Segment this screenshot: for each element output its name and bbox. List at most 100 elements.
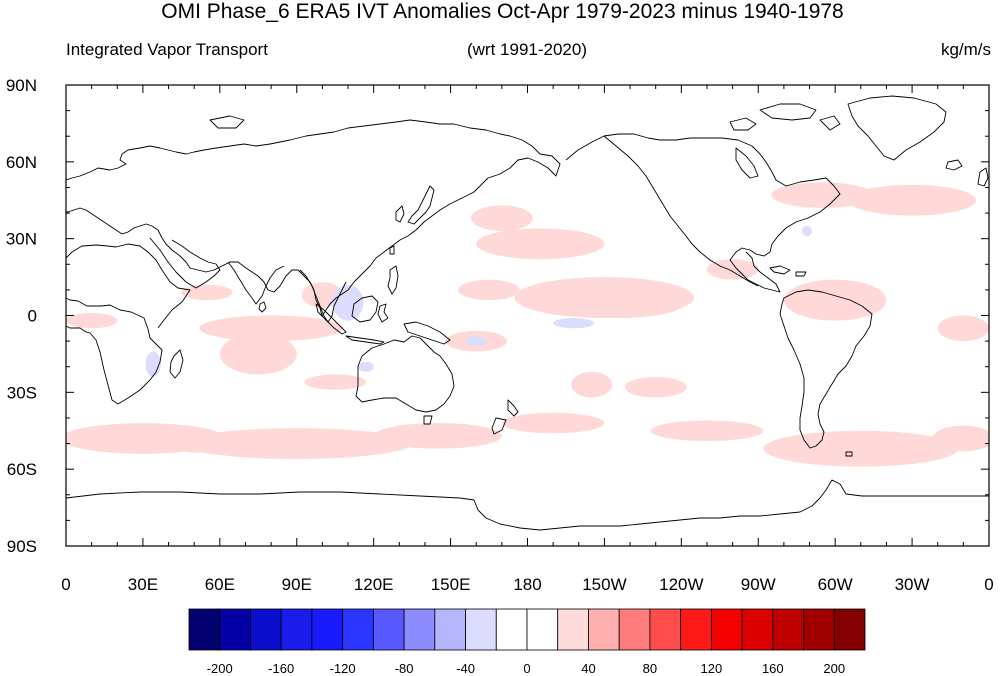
- coastline-falklands: [845, 451, 853, 457]
- colorbar-label: 120: [701, 661, 723, 676]
- colorbar-swatch: [434, 608, 466, 651]
- coastline-java: [345, 335, 385, 345]
- colorbar-swatch: [618, 608, 651, 651]
- anomaly-region: [358, 361, 374, 372]
- colorbar-swatch: [219, 608, 251, 651]
- anomaly-region: [501, 412, 605, 434]
- coastline-arabia: [149, 237, 221, 289]
- anomaly-region: [650, 420, 764, 441]
- lon-tick-label: 60W: [818, 575, 853, 594]
- coastline-northamerica: [565, 133, 841, 293]
- coastline-greenland: [847, 95, 947, 161]
- coastline-borneo: [351, 295, 379, 323]
- coastline-cuba: [769, 265, 791, 275]
- units-label: kg/m/s: [940, 40, 991, 59]
- colorbar-swatch: [188, 608, 221, 651]
- variable-name: Integrated Vapor Transport: [66, 40, 268, 59]
- colorbar-label: 40: [581, 661, 595, 676]
- lon-tick-label: 150E: [431, 575, 471, 594]
- lon-tick-label: 30E: [128, 575, 158, 594]
- anomaly-region: [553, 292, 682, 319]
- anomaly-region: [624, 376, 687, 398]
- anomaly-region: [801, 225, 813, 237]
- lat-tick-label: 30S: [7, 383, 37, 402]
- anomaly-region: [181, 428, 413, 459]
- lon-tick-label: 90E: [282, 575, 312, 594]
- coastline-antarctica: [66, 479, 989, 531]
- lat-tick-label: 30N: [6, 230, 37, 249]
- colorbar-swatch: [772, 608, 804, 651]
- colorbar-swatch: [403, 608, 436, 651]
- coastline-iceland: [945, 159, 963, 171]
- anomaly-region: [932, 425, 989, 452]
- lat-tick-label: 0: [28, 307, 37, 326]
- colorbar-swatch: [649, 608, 682, 651]
- lon-tick-label: 180: [513, 575, 541, 594]
- coastline-hispaniola: [795, 271, 807, 277]
- colorbar-label: -160: [268, 661, 294, 676]
- reference-period: (wrt 1991-2020): [466, 40, 587, 59]
- anomaly-region: [360, 443, 387, 454]
- axis-labels: 90N 60N 30N 0 30S 60S 90S 0 30E 60E 90E 120E 150E 180…: [6, 76, 994, 594]
- anomaly-region: [783, 279, 887, 321]
- colorbar-swatch: [280, 608, 313, 651]
- coastline-newguinea: [403, 321, 451, 345]
- axis-ticks: [65, 84, 990, 547]
- anomaly-region: [706, 259, 759, 280]
- coastline-madagascar: [169, 349, 184, 379]
- lat-tick-label: 90N: [6, 76, 37, 95]
- colorbar-label: 0: [523, 661, 530, 676]
- colorbar-label: -40: [456, 661, 475, 676]
- lat-tick-label: 90S: [7, 537, 37, 556]
- anomaly-region: [471, 205, 533, 231]
- anomaly-region: [314, 432, 346, 445]
- colorbar-swatch: [495, 608, 528, 651]
- coastline-sulawesi: [377, 303, 389, 323]
- colorbar-label: 160: [762, 661, 784, 676]
- coastline-korea: [395, 205, 405, 223]
- anomaly-region: [465, 335, 487, 347]
- coastline-northamerica-west: [603, 135, 759, 287]
- lon-tick-label: 120W: [659, 575, 703, 594]
- coastline-indochina: [299, 269, 347, 323]
- anomaly-region: [245, 343, 272, 365]
- coastline-india: [227, 261, 285, 305]
- colorbar-swatch: [710, 608, 743, 651]
- coastline-philippines: [387, 265, 399, 295]
- coastline-tasmania: [423, 415, 433, 425]
- coastline-australia: [355, 335, 455, 413]
- colorbar-swatch: [526, 608, 559, 651]
- coastlines: [66, 95, 989, 531]
- colorbar-swatch: [311, 608, 344, 651]
- colorbar-swatch: [557, 608, 589, 651]
- anomaly-region: [763, 430, 959, 467]
- colorbar-label: -80: [395, 661, 414, 676]
- anomaly-region: [235, 319, 282, 333]
- map-title: OMI Phase_6 ERA5 IVT Anomalies Oct-Apr 1…: [161, 0, 844, 23]
- anomaly-region: [66, 312, 118, 329]
- coastline-hudson: [735, 147, 759, 179]
- colorbar-swatch: [741, 608, 774, 651]
- coastline-newzealand: [491, 399, 519, 435]
- anomaly-region: [937, 315, 989, 342]
- colorbar-swatch: [803, 608, 835, 651]
- coastline-eurasia: [66, 119, 561, 317]
- coastline-taiwan: [389, 245, 395, 255]
- colorbar-swatch: [680, 608, 712, 651]
- anomaly-region: [896, 190, 943, 206]
- lat-tick-label: 60N: [6, 153, 37, 172]
- colorbar-swatch: [372, 608, 405, 651]
- anomaly-region: [581, 378, 602, 392]
- lon-tick-label: 150W: [582, 575, 626, 594]
- lat-tick-label: 60S: [7, 460, 37, 479]
- colorbar: -200 -160 -120 -80 -40 0 40 80 120 160 200: [188, 608, 866, 676]
- coastline-uk: [977, 167, 989, 187]
- coastline-arctic-islands: [209, 103, 841, 131]
- anomaly-region: [304, 374, 366, 390]
- coastline-southamerica: [779, 289, 873, 449]
- lon-tick-label: 120E: [354, 575, 394, 594]
- lon-tick-label: 0: [61, 575, 70, 594]
- anomaly-region: [771, 182, 874, 208]
- lon-tick-label: 30W: [895, 575, 930, 594]
